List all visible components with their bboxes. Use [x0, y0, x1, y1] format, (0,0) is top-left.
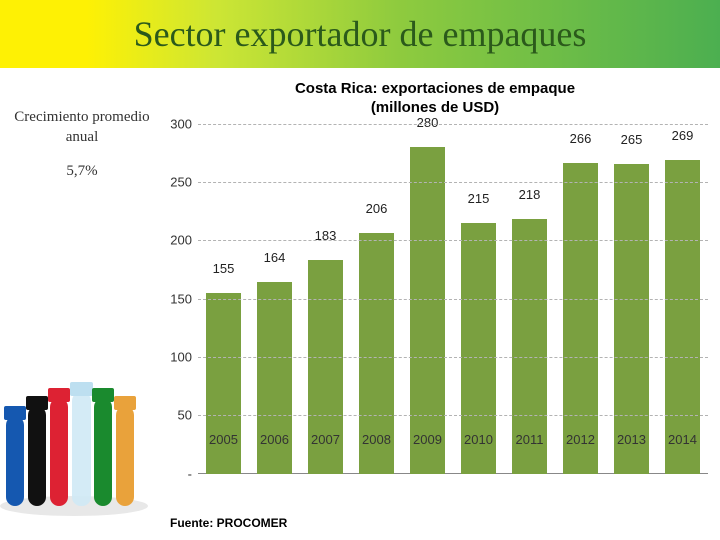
bar-value-label: 280 [402, 115, 453, 130]
y-tick-label: 250 [170, 174, 192, 189]
bar-value-label: 164 [249, 250, 300, 265]
y-tick-label: 150 [170, 291, 192, 306]
bar [665, 160, 700, 474]
chart-area: Costa Rica: exportaciones de empaque (mi… [160, 78, 710, 518]
bar [410, 147, 445, 474]
plot-inner: 155164183206280215218266265269 [198, 124, 708, 474]
bar-value-label: 265 [606, 132, 657, 147]
x-tick-label: 2012 [555, 432, 606, 447]
growth-caption: Crecimiento promedio anual [8, 108, 156, 147]
x-tick-label: 2013 [606, 432, 657, 447]
y-tick-label: 200 [170, 233, 192, 248]
y-tick-label: - [188, 466, 192, 481]
gridline [198, 357, 708, 358]
bar-value-label: 266 [555, 131, 606, 146]
title-band: Sector exportador de empaques [0, 0, 720, 68]
y-tick-label: 100 [170, 349, 192, 364]
slide-body: Crecimiento promedio anual 5,7% [0, 68, 720, 540]
source-text: Fuente: PROCOMER [170, 516, 287, 530]
chart-title: Costa Rica: exportaciones de empaque (mi… [160, 80, 710, 118]
bar-value-label: 215 [453, 191, 504, 206]
gridline [198, 299, 708, 300]
bar-value-label: 218 [504, 187, 555, 202]
gridline [198, 415, 708, 416]
x-axis: 2005200620072008200920102011201220132014 [198, 432, 708, 447]
x-tick-label: 2014 [657, 432, 708, 447]
growth-value: 5,7% [8, 163, 156, 180]
bar [614, 164, 649, 473]
x-tick-label: 2006 [249, 432, 300, 447]
bar-value-label: 206 [351, 201, 402, 216]
x-tick-label: 2005 [198, 432, 249, 447]
sidebar: Crecimiento promedio anual 5,7% [8, 108, 156, 180]
bar-value-label: 155 [198, 261, 249, 276]
bar-value-label: 269 [657, 128, 708, 143]
x-tick-label: 2007 [300, 432, 351, 447]
chart-title-line2: (millones de USD) [371, 99, 499, 116]
slide-title: Sector exportador de empaques [134, 13, 587, 55]
chart-plot: -50100150200250300 155164183206280215218… [160, 124, 710, 474]
y-tick-label: 50 [178, 408, 192, 423]
growth-caption-line2: anual [66, 129, 98, 145]
growth-caption-line1: Crecimiento promedio [14, 109, 149, 125]
y-axis: -50100150200250300 [160, 124, 196, 474]
x-tick-label: 2009 [402, 432, 453, 447]
gridline [198, 124, 708, 125]
x-tick-label: 2008 [351, 432, 402, 447]
bar [563, 163, 598, 473]
gridline [198, 182, 708, 183]
x-tick-label: 2011 [504, 432, 555, 447]
preforms-image [0, 356, 154, 516]
chart-title-line1: Costa Rica: exportaciones de empaque [295, 80, 575, 97]
gridline [198, 240, 708, 241]
x-tick-label: 2010 [453, 432, 504, 447]
y-tick-label: 300 [170, 116, 192, 131]
